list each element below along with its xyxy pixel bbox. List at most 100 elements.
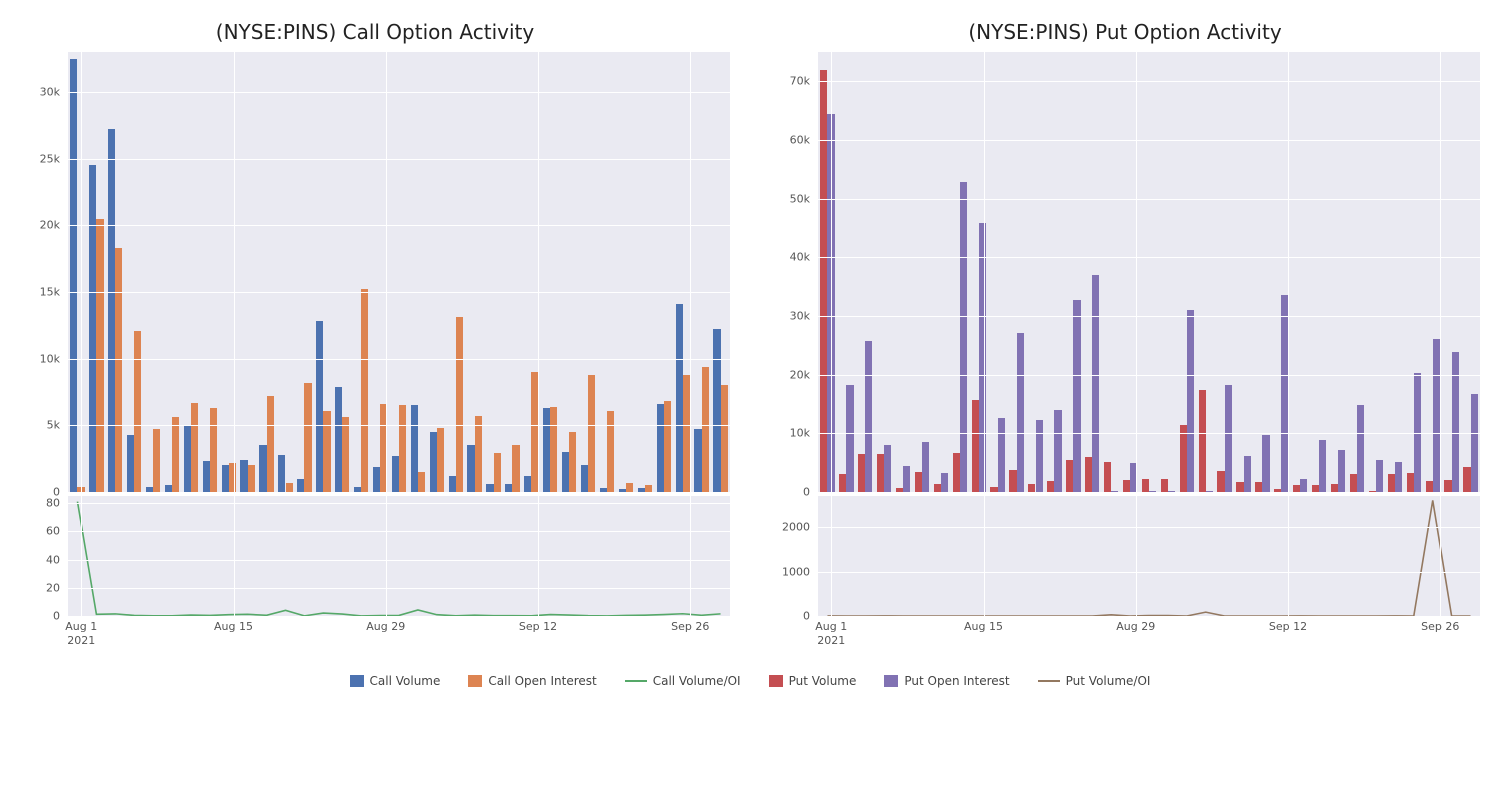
legend-swatch-rect [769, 675, 783, 687]
bar [1017, 333, 1024, 492]
legend-label: Call Volume [370, 674, 441, 688]
bar [1452, 352, 1459, 492]
bar [248, 465, 255, 492]
bar [240, 460, 247, 492]
bar [96, 219, 103, 492]
bar [1187, 310, 1194, 492]
bar [1047, 481, 1054, 492]
y-tick-label: 25k [40, 152, 60, 165]
bar [683, 375, 690, 492]
bar [172, 417, 179, 492]
bar [278, 455, 285, 492]
bar [1312, 485, 1319, 492]
legend-label: Call Open Interest [488, 674, 596, 688]
bar [467, 445, 474, 492]
legend-swatch-line [1038, 680, 1060, 682]
bar [524, 476, 531, 492]
bar [1471, 394, 1478, 492]
bar [941, 473, 948, 492]
left-lower-wrap: 020406080 Aug 12021 Aug 15 Aug 29 Sep 12 Sep… [68, 492, 730, 656]
bar [839, 474, 846, 492]
legend-item: Put Open Interest [884, 674, 1009, 688]
x-tick-label: Sep 26 [1421, 620, 1459, 634]
bar [626, 483, 633, 492]
bar [588, 375, 595, 492]
bar [1357, 405, 1364, 492]
bar [915, 472, 922, 492]
right-lower-plot: 010002000 [818, 496, 1480, 616]
legend: Call Volume Call Open Interest Call Volume… [20, 674, 1480, 688]
legend-label: Put Volume [789, 674, 857, 688]
bar [259, 445, 266, 492]
y-tick-label: 2000 [782, 521, 810, 534]
bar [1244, 456, 1251, 492]
x-tick-label: Aug 29 [1116, 620, 1155, 634]
bar [550, 407, 557, 492]
bar [562, 452, 569, 492]
bar [1036, 420, 1043, 492]
x-tick-label: Aug 12021 [815, 620, 847, 649]
x-tick-label: Aug 12021 [65, 620, 97, 649]
left-panel: (NYSE:PINS) Call Option Activity 05k10k1… [20, 20, 730, 656]
right-upper-yaxis: 010k20k30k40k50k60k70k [776, 52, 814, 492]
bar [1433, 339, 1440, 492]
bar [1463, 467, 1470, 492]
right-upper-wrap: 010k20k30k40k50k60k70k [818, 52, 1480, 492]
bar [1444, 480, 1451, 492]
bar [115, 248, 122, 492]
bar [1161, 479, 1168, 492]
bar [430, 432, 437, 492]
bar [1092, 275, 1099, 492]
bar [953, 453, 960, 492]
bar [475, 416, 482, 492]
y-tick-label: 5k [47, 419, 60, 432]
bar [1426, 481, 1433, 492]
bar [191, 403, 198, 492]
bar [702, 367, 709, 492]
bar [297, 479, 304, 492]
y-tick-label: 60 [46, 525, 60, 538]
bar [165, 485, 172, 492]
bar [456, 317, 463, 492]
bar [316, 321, 323, 492]
y-tick-label: 20 [46, 581, 60, 594]
legend-item: Put Volume [769, 674, 857, 688]
bar [645, 485, 652, 492]
bar [998, 418, 1005, 492]
bar [1142, 479, 1149, 492]
legend-item: Call Volume/OI [625, 674, 741, 688]
x-tick-label: Sep 12 [1269, 620, 1307, 634]
y-tick-label: 10k [40, 352, 60, 365]
x-tick-label: Aug 15 [214, 620, 253, 634]
bar [1376, 460, 1383, 492]
bar [972, 400, 979, 492]
x-tick-label: Sep 26 [671, 620, 709, 634]
bar [1123, 480, 1130, 492]
bar [1217, 471, 1224, 492]
bar [1300, 479, 1307, 492]
bar [922, 442, 929, 492]
bar [286, 483, 293, 492]
right-title: (NYSE:PINS) Put Option Activity [770, 20, 1480, 44]
x-tick-label: Sep 12 [519, 620, 557, 634]
bar [884, 445, 891, 492]
bar [1331, 484, 1338, 492]
bar [486, 484, 493, 492]
bar [713, 329, 720, 492]
right-lower-wrap: 010002000 Aug 12021Aug 15Aug 29Sep 12Sep… [818, 492, 1480, 656]
y-tick-label: 70k [790, 75, 810, 88]
bar [323, 411, 330, 492]
bar [392, 456, 399, 492]
right-xaxis: Aug 12021Aug 15Aug 29Sep 12Sep 26 [818, 616, 1480, 656]
bar [134, 331, 141, 492]
left-title: (NYSE:PINS) Call Option Activity [20, 20, 730, 44]
bar [1085, 457, 1092, 492]
bar [676, 304, 683, 492]
bar [934, 484, 941, 492]
bar [229, 463, 236, 492]
x-tick-label: Aug 29 [366, 620, 405, 634]
legend-label: Call Volume/OI [653, 674, 741, 688]
bar [449, 476, 456, 492]
legend-swatch-rect [884, 675, 898, 687]
left-lower-plot: 020406080 [68, 496, 730, 616]
